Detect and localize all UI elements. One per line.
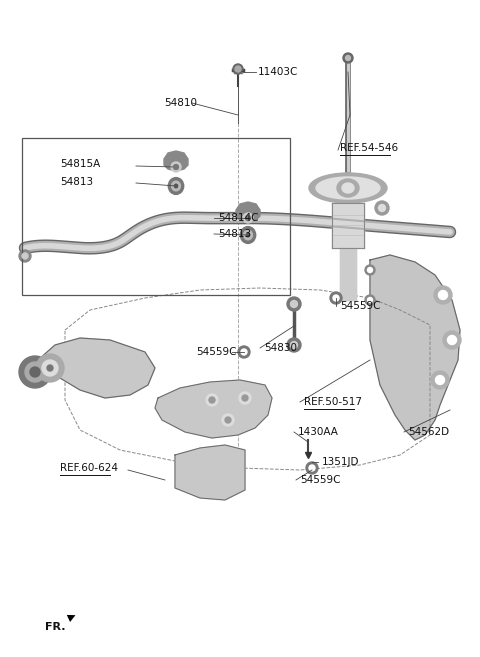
Text: 54830: 54830 [264,343,297,353]
Text: 54815A: 54815A [60,159,100,169]
Ellipse shape [337,179,359,197]
Circle shape [235,66,241,72]
Ellipse shape [173,164,179,170]
Circle shape [30,367,40,377]
Circle shape [375,201,389,215]
Text: 1351JD: 1351JD [322,457,360,467]
Text: 54559C: 54559C [196,347,237,357]
Text: 54814C: 54814C [218,213,259,223]
Circle shape [19,356,51,388]
Circle shape [238,346,250,358]
Polygon shape [164,151,188,171]
Text: REF.50-517: REF.50-517 [304,397,362,407]
Circle shape [19,250,31,262]
Text: 54559C: 54559C [300,475,340,485]
Ellipse shape [243,213,253,223]
Circle shape [439,290,447,300]
Circle shape [47,365,53,371]
Circle shape [431,371,449,389]
Circle shape [346,55,350,60]
Circle shape [222,414,234,426]
Circle shape [447,336,456,344]
Circle shape [36,354,64,382]
Circle shape [309,465,315,471]
Circle shape [287,338,301,352]
Ellipse shape [168,177,184,194]
Text: 54813: 54813 [60,177,93,187]
Text: 54562D: 54562D [408,427,449,437]
Circle shape [25,362,45,382]
Text: REF.54-546: REF.54-546 [340,143,398,153]
Text: 1430AA: 1430AA [298,427,339,437]
Circle shape [209,397,215,403]
Polygon shape [155,380,272,438]
Bar [22,138,290,295]
Circle shape [333,295,339,301]
Text: FR.: FR. [45,622,65,632]
Circle shape [206,394,218,406]
Circle shape [343,53,353,63]
Polygon shape [175,445,245,500]
Text: 54813: 54813 [218,229,251,239]
Text: 11403C: 11403C [258,67,299,77]
Ellipse shape [240,227,256,243]
Circle shape [330,292,342,304]
Polygon shape [370,255,460,440]
Circle shape [242,395,248,401]
Circle shape [379,204,385,212]
Ellipse shape [246,233,250,237]
Polygon shape [236,202,260,222]
Ellipse shape [243,230,252,240]
Circle shape [368,267,372,273]
Text: 54810: 54810 [164,98,197,108]
Circle shape [42,360,58,376]
Circle shape [306,462,318,474]
Circle shape [239,392,251,404]
Bar [332,203,364,248]
Ellipse shape [171,162,181,172]
Circle shape [365,265,375,275]
Circle shape [290,342,298,348]
Ellipse shape [309,173,387,203]
Circle shape [443,331,461,349]
Circle shape [434,286,452,304]
Circle shape [22,253,28,259]
Circle shape [233,64,243,74]
Ellipse shape [174,184,178,188]
Ellipse shape [245,215,251,221]
Ellipse shape [172,181,180,191]
Text: REF.60-624: REF.60-624 [60,463,118,473]
Ellipse shape [342,183,354,193]
Circle shape [435,376,444,384]
Bar [340,248,356,300]
Text: 54559C: 54559C [340,301,381,311]
Polygon shape [38,338,155,398]
Circle shape [368,298,372,302]
Circle shape [241,349,247,355]
Ellipse shape [316,177,380,199]
Circle shape [365,295,375,305]
Circle shape [287,297,301,311]
Circle shape [225,417,231,423]
Circle shape [290,300,298,307]
